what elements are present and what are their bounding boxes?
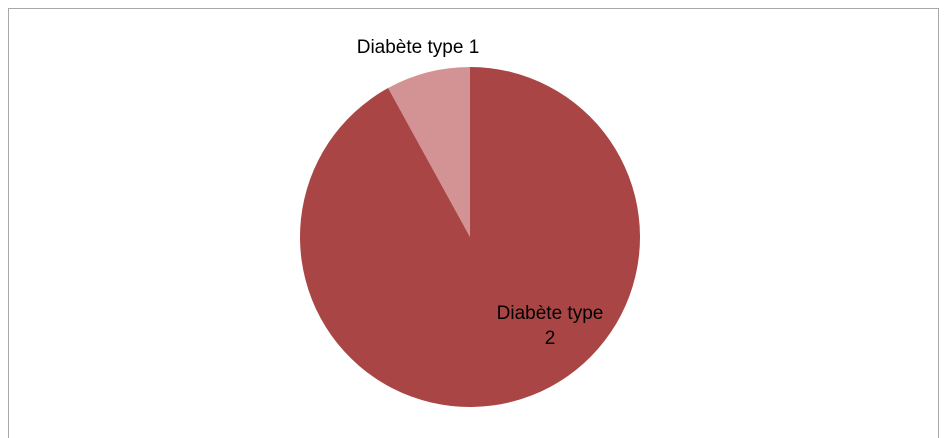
pie-slice-2 [300,67,640,407]
pie-chart: Diabète type 1 Diabète type 2 [300,37,640,407]
slice-label-2: Diabète type 2 [497,303,604,349]
pie-slice-1 [388,67,470,237]
chart-frame: Diabète type 1 Diabète type 2 [8,8,939,438]
slice-label-1: Diabète type 1 [357,37,480,58]
labels-group: Diabète type 1 Diabète type 2 [357,37,604,349]
slices-group [300,67,640,407]
